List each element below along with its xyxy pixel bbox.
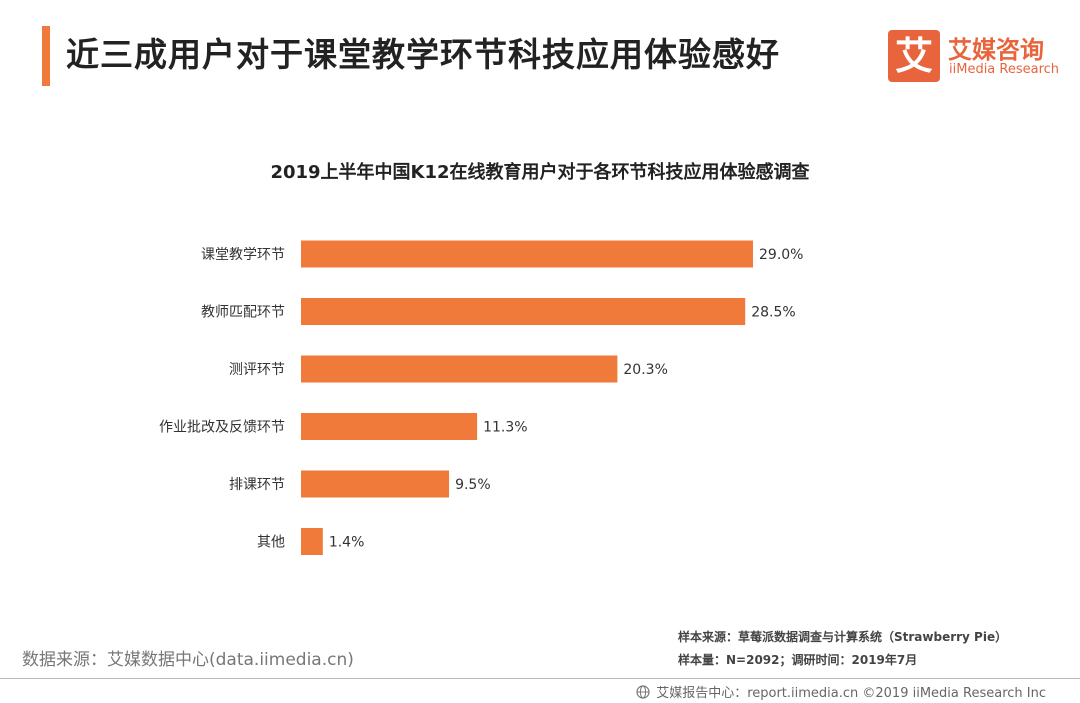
value-label: 29.0% xyxy=(759,247,803,263)
footer: 艾媒报告中心：report.iimedia.cn ©2019 iiMedia R… xyxy=(636,682,1046,701)
footer-divider xyxy=(0,678,1080,679)
value-label: 9.5% xyxy=(455,477,491,493)
logo-mark: 艾 xyxy=(888,30,940,82)
logo-name-cn: 艾媒咨询 xyxy=(948,36,1044,64)
bar xyxy=(301,413,478,440)
sample-info: 样本量：N=2092；调研时间：2019年7月 xyxy=(678,653,918,667)
title-accent-bar xyxy=(42,26,50,86)
footer-text: 艾媒报告中心：report.iimedia.cn ©2019 iiMedia R… xyxy=(656,686,1046,701)
chart-title: 2019上半年中国K12在线教育用户对于各环节科技应用体验感调查 xyxy=(270,162,810,183)
bar xyxy=(301,470,450,498)
category-label: 课堂教学环节 xyxy=(201,247,285,263)
category-label: 测评环节 xyxy=(229,362,285,378)
category-label: 教师匹配环节 xyxy=(201,305,285,321)
value-label: 1.4% xyxy=(329,535,365,551)
data-source: 数据来源：艾媒数据中心(data.iimedia.cn) xyxy=(22,650,354,670)
value-label: 11.3% xyxy=(483,420,527,436)
globe-icon xyxy=(636,684,650,699)
category-label: 排课环节 xyxy=(229,477,285,493)
page-title: 近三成用户对于课堂教学环节科技应用体验感好 xyxy=(66,35,780,74)
category-label: 其他 xyxy=(257,535,285,551)
bar xyxy=(301,355,618,383)
iimedia-logo: 艾 艾媒咨询 iiMedia Research xyxy=(888,30,1064,82)
value-label: 20.3% xyxy=(623,362,667,378)
bar xyxy=(301,298,746,325)
bar xyxy=(301,240,753,268)
sample-source: 样本来源：草莓派数据调查与计算系统（Strawberry Pie） xyxy=(678,630,1008,644)
bar xyxy=(301,528,323,555)
bar-chart: 课堂教学环节 29.0% 教师匹配环节 28.5% 测评环节 20.3% 作业批改及反馈环节… xyxy=(159,240,803,555)
category-label: 作业批改及反馈环节 xyxy=(159,420,285,436)
value-label: 28.5% xyxy=(751,305,795,321)
logo-name-en: iiMedia Research xyxy=(949,62,1060,77)
